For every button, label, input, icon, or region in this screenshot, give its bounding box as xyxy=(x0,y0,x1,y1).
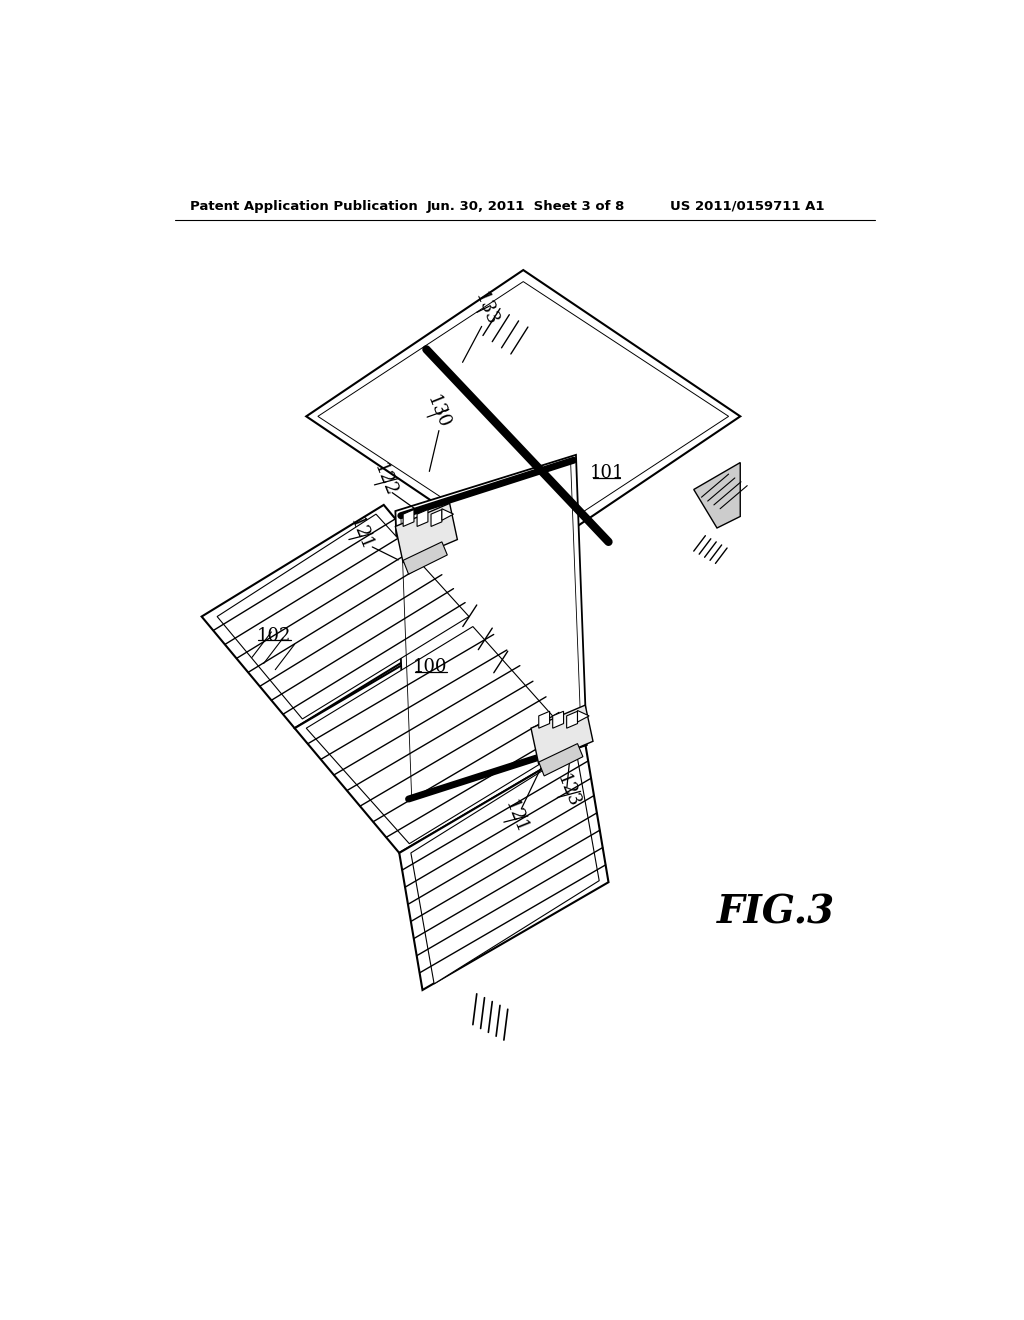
Polygon shape xyxy=(403,543,447,574)
Polygon shape xyxy=(395,503,458,562)
Polygon shape xyxy=(411,750,599,983)
Polygon shape xyxy=(539,743,583,776)
Text: Patent Application Publication: Patent Application Publication xyxy=(190,199,418,213)
Polygon shape xyxy=(399,743,608,990)
Polygon shape xyxy=(431,510,442,527)
Polygon shape xyxy=(395,455,587,801)
Polygon shape xyxy=(217,515,469,719)
Text: 130: 130 xyxy=(423,393,453,432)
Text: 122: 122 xyxy=(371,461,400,499)
Text: 100: 100 xyxy=(413,657,447,676)
Polygon shape xyxy=(295,619,586,853)
Polygon shape xyxy=(442,508,454,520)
Polygon shape xyxy=(578,710,589,722)
Text: 102: 102 xyxy=(257,627,291,644)
Polygon shape xyxy=(539,711,550,729)
Polygon shape xyxy=(403,510,414,527)
Polygon shape xyxy=(553,711,563,729)
Polygon shape xyxy=(306,271,740,562)
Text: Jun. 30, 2011  Sheet 3 of 8: Jun. 30, 2011 Sheet 3 of 8 xyxy=(426,199,625,213)
Text: 121: 121 xyxy=(346,515,375,553)
Polygon shape xyxy=(566,711,578,729)
Text: 101: 101 xyxy=(590,463,625,482)
Polygon shape xyxy=(306,627,575,843)
Text: US 2011/0159711 A1: US 2011/0159711 A1 xyxy=(671,199,825,213)
Text: FIG.3: FIG.3 xyxy=(717,894,836,932)
Text: 133: 133 xyxy=(471,290,501,329)
Text: 121: 121 xyxy=(501,797,530,836)
Text: 123: 123 xyxy=(553,772,583,810)
Polygon shape xyxy=(202,506,477,729)
Polygon shape xyxy=(531,705,593,764)
Polygon shape xyxy=(693,462,740,528)
Polygon shape xyxy=(417,510,428,527)
